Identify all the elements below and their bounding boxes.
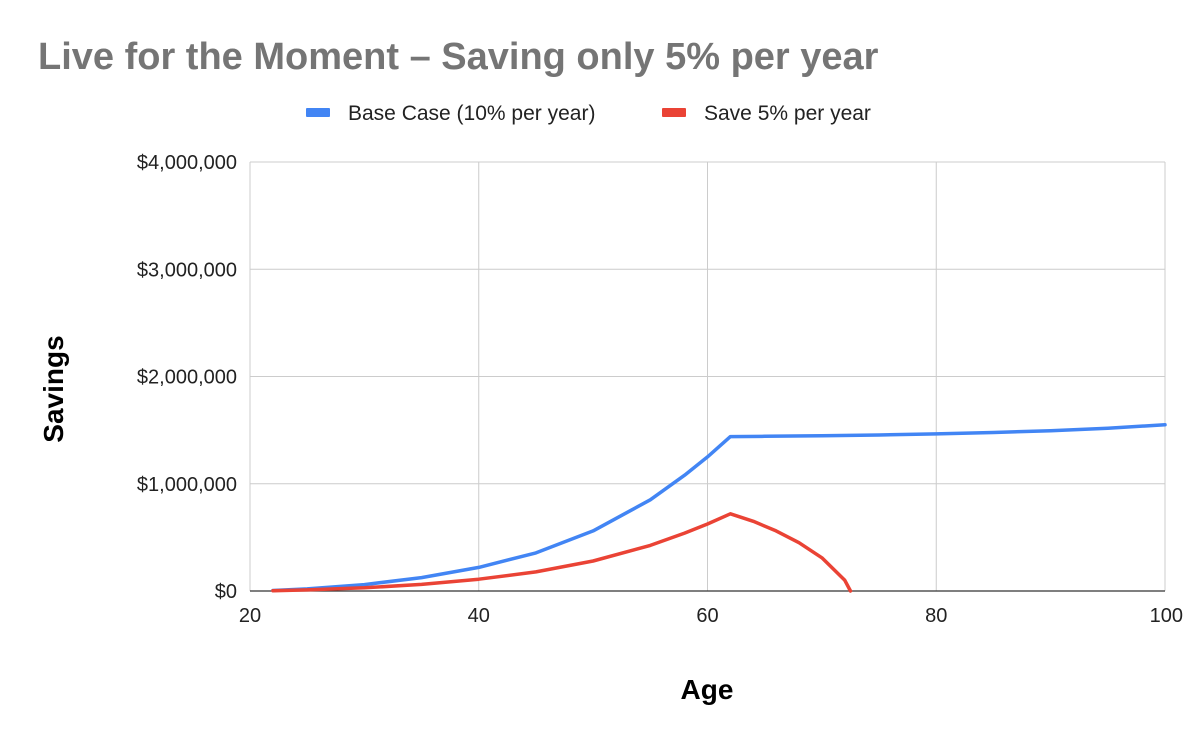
series-line-save-5: [271, 512, 853, 593]
legend-item-save-5[interactable]: Save 5% per year: [662, 102, 871, 125]
y-axis-tick-labels: $0 $1,000,000 $2,000,000 $3,000,000 $4,000,0…: [137, 152, 237, 603]
series-lines: [271, 423, 1167, 593]
y-tick-label: $1,000,000: [137, 474, 237, 496]
x-tick-label: 20: [239, 605, 261, 627]
x-tick-label: 40: [468, 605, 490, 627]
legend: Base Case (10% per year) Save 5% per yea…: [306, 102, 871, 125]
x-gridlines: [249, 162, 1166, 591]
legend-swatch-base-case: [306, 108, 330, 117]
y-tick-label: $3,000,000: [137, 259, 237, 281]
x-axis-title: Age: [681, 674, 734, 705]
x-tick-label: 60: [696, 605, 718, 627]
y-axis-title: Savings: [38, 335, 69, 442]
y-tick-label: $2,000,000: [137, 367, 237, 389]
legend-label-base-case: Base Case (10% per year): [348, 102, 595, 125]
legend-swatch-save-5: [662, 108, 686, 117]
legend-label-save-5: Save 5% per year: [704, 102, 871, 125]
series-line-base-case: [271, 423, 1167, 593]
y-tick-label: $0: [215, 581, 237, 603]
x-tick-label: 80: [925, 605, 947, 627]
x-tick-label: 100: [1150, 605, 1183, 627]
y-tick-label: $4,000,000: [137, 152, 237, 174]
chart-title: Live for the Moment – Saving only 5% per…: [38, 36, 879, 78]
legend-item-base-case[interactable]: Base Case (10% per year): [306, 102, 595, 125]
x-axis-tick-labels: 20 40 60 80 100: [239, 605, 1183, 627]
